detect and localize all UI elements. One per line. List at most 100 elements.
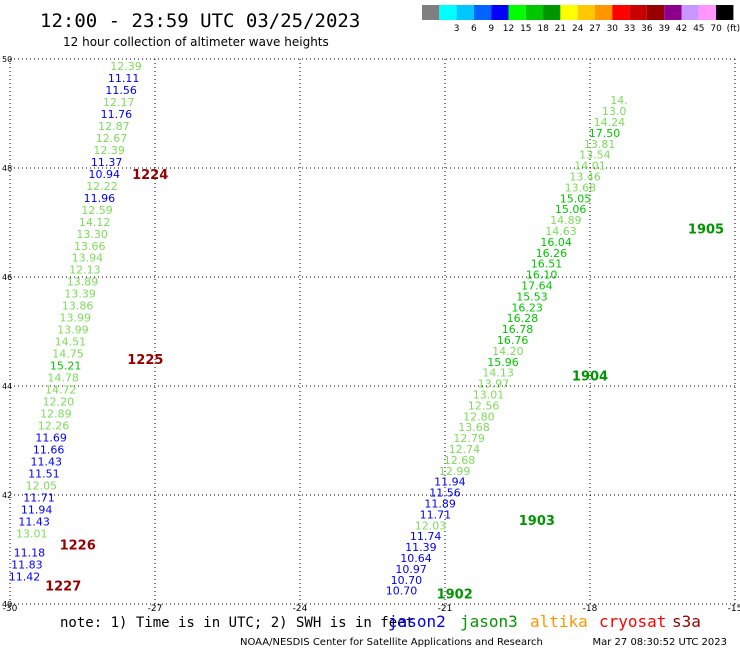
wave-height-label: 13.97: [478, 378, 510, 391]
wave-height-label: 11.66: [33, 444, 65, 457]
wave-height-label: 11.56: [429, 487, 461, 500]
legend-swatch: [595, 5, 613, 20]
x-tick-label: -30: [3, 604, 18, 614]
axis-tick-labels: -30 -27 -24 -21 -18 -15 40 42 44 46 48 50: [2, 55, 740, 614]
satellite-name: cryosat: [599, 612, 666, 631]
x-tick-label: -15: [728, 604, 740, 614]
wave-height-label: 12.59: [81, 204, 113, 217]
time-marker-label: 1904: [572, 370, 608, 385]
wave-height-label: 13.68: [565, 181, 597, 194]
time-marker-label: 1225: [127, 353, 163, 368]
legend-swatch: [473, 5, 492, 20]
wave-height-label: 15.53: [516, 290, 548, 303]
wave-height-label: 14.12: [79, 216, 111, 229]
wave-height-label: 14.89: [550, 214, 582, 227]
wave-height-label: 12.17: [103, 96, 135, 109]
legend-swatch: [491, 5, 509, 20]
wave-height-label: 11.71: [420, 508, 452, 521]
wave-height-label: 14.78: [47, 372, 79, 385]
wave-height-label: 11.43: [18, 516, 50, 529]
wave-height-label: 12.39: [110, 60, 142, 73]
wave-height-label: 15.05: [560, 192, 592, 205]
wave-height-label: 12.26: [38, 420, 70, 433]
wave-height-label: 11.94: [434, 476, 466, 489]
wave-height-label: 17.50: [589, 127, 621, 140]
wave-height-label: 11.89: [424, 498, 456, 511]
wave-height-label: 14.75: [52, 348, 84, 361]
legend-swatch: [456, 5, 474, 20]
wave-height-label: 11.56: [105, 84, 137, 97]
wave-height-label: 16.04: [540, 236, 572, 249]
footer-credit: NOAA/NESDIS Center for Satellite Applica…: [240, 637, 543, 648]
legend-label: 39: [658, 24, 670, 34]
satellite-legend: jason2 jason3 altika cryosat s3a: [388, 612, 701, 631]
wave-height-label: 10.64: [400, 552, 432, 565]
legend-swatch: [439, 5, 457, 20]
satellite-name: jason3: [460, 612, 518, 631]
satellite-name: s3a: [672, 612, 701, 631]
wave-height-label: 12.13: [69, 264, 101, 277]
legend-swatch: [525, 5, 544, 20]
legend-swatch: [508, 5, 526, 20]
satellite-name: altika: [530, 612, 588, 631]
wave-height-label: 14.: [610, 94, 628, 107]
wave-height-label: 13.99: [57, 324, 89, 337]
wave-height-label: 12.03: [415, 519, 447, 532]
legend-label: 42: [676, 24, 687, 34]
satellite-name: jason2: [388, 612, 446, 631]
legend-swatch: [577, 5, 595, 20]
x-tick-label: -27: [148, 604, 163, 614]
wave-height-label: 11.37: [91, 156, 123, 169]
wave-height-label: 12.56: [468, 399, 500, 412]
wave-height-label: 15.21: [50, 360, 82, 373]
legend-swatch: [629, 5, 647, 20]
legend-swatch: [646, 5, 665, 20]
wave-height-label: 12.87: [98, 120, 130, 133]
x-tick-label: -21: [438, 604, 453, 614]
wave-height-label: 12.22: [86, 180, 118, 193]
wave-height-label: 16.10: [526, 269, 558, 282]
wave-height-label: 14.20: [492, 345, 524, 358]
wave-height-label: 12.89: [40, 408, 72, 421]
wave-height-label: 11.51: [28, 468, 60, 481]
footer-note: note: 1) Time is in UTC; 2) SWH is in fe…: [60, 615, 414, 631]
legend-swatch: [543, 5, 561, 20]
wave-height-label: 13.01: [473, 389, 505, 402]
legend-label: 12: [503, 24, 514, 34]
wave-height-points: 12.3911.1111.5612.1711.7612.8712.6712.39…: [9, 60, 628, 598]
wave-height-label: 12.67: [96, 132, 128, 145]
wave-height-label: 11.71: [23, 492, 55, 505]
wave-height-label: 12.74: [449, 443, 481, 456]
time-markers: 1224 1225 1226 1227 1902 1903 1904 1905: [45, 168, 724, 603]
wave-height-label: 14.13: [482, 367, 514, 380]
legend-label: 21: [555, 24, 566, 34]
wave-height-label: 15.96: [487, 356, 519, 369]
wave-height-label: 13.89: [67, 276, 99, 289]
wave-height-label: 14.24: [594, 116, 626, 129]
wave-height-label: 11.76: [101, 108, 133, 121]
legend-label: 24: [572, 24, 584, 34]
wave-height-label: 13.99: [60, 312, 92, 325]
wave-height-label: 11.43: [31, 456, 63, 469]
wave-height-label: 11.74: [410, 530, 442, 543]
wave-height-label: 12.20: [43, 396, 75, 409]
color-legend: 3 6 9 12 15 18 21 24 27 30 33 36 39 42 45 70 (ft): [422, 5, 740, 34]
wave-height-label: 11.18: [14, 547, 46, 560]
time-marker-label: 1902: [437, 588, 473, 603]
wave-height-label: 16.23: [511, 301, 543, 314]
legend-swatch: [698, 5, 717, 20]
wave-height-label: 14.72: [45, 384, 77, 397]
legend-label: 9: [488, 24, 494, 34]
legend-label: 36: [641, 24, 653, 34]
y-tick-label: 46: [2, 273, 12, 282]
wave-height-label: 12.68: [444, 454, 476, 467]
legend-label: 30: [607, 24, 619, 34]
legend-label: 18: [537, 24, 549, 34]
legend-label: 33: [624, 24, 635, 34]
chart-subtitle: 12 hour collection of altimeter wave hei…: [63, 35, 329, 49]
wave-height-label: 10.97: [395, 563, 427, 576]
wave-height-label: 11.39: [405, 541, 437, 554]
legend-label: 45: [693, 24, 704, 34]
